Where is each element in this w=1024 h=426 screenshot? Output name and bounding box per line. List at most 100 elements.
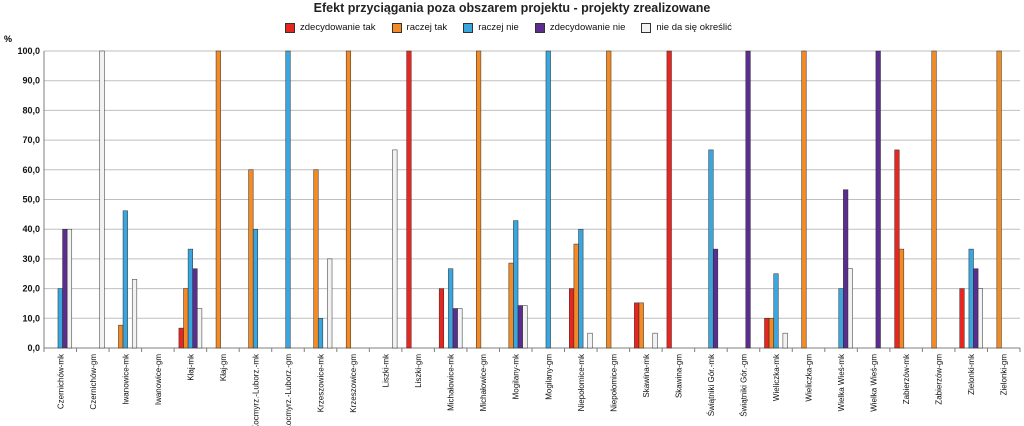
bar-raczej-tak-iwanowice-mk: [118, 324, 124, 349]
x-tick-label: Świątniki Gór.-gm: [739, 354, 748, 417]
bar-nie-da-sie-okreslic-zielonki-mk: [977, 288, 983, 349]
bar-zdecydowanie-nie-czernichow-mk: [62, 228, 68, 349]
x-tick-label: Zabierzów-gm: [935, 354, 944, 405]
bar-raczej-nie-czernichow-mk: [57, 288, 63, 349]
legend-swatch: [534, 22, 545, 33]
bar-raczej-nie-mogilany-gm: [545, 50, 551, 349]
x-tick-label: Krzeszowice-mk: [317, 353, 326, 412]
y-tick-label: 70,0: [22, 135, 40, 145]
chart-legend: zdecydowanie tak raczej tak raczej nie z…: [285, 22, 732, 33]
bar-raczej-tak-michalowice-gm: [476, 50, 482, 349]
x-tick-label: Kocmyrz.-Luborz.-gm: [284, 354, 293, 426]
bar-zdecydowanie-tak-zabierzow-mk: [894, 149, 900, 349]
bar-zdecydowanie-nie-swiatniki-gor-gm: [745, 50, 751, 349]
bar-raczej-tak-niepolomice-mk: [573, 243, 579, 349]
bar-raczej-nie-zielonki-mk: [968, 248, 974, 349]
legend-item-raczej-tak: raczej tak: [391, 22, 448, 33]
legend-label: raczej nie: [478, 22, 519, 33]
x-tick-label: Niepołomice-gm: [609, 354, 618, 412]
legend-item-raczej-nie: raczej nie: [463, 22, 519, 33]
chart-title: Efekt przyciągania poza obszarem projekt…: [313, 1, 711, 15]
bar-nie-da-sie-okreslic-wielka-wies-mk: [847, 268, 853, 349]
bar-raczej-tak-niepolomice-gm: [606, 50, 612, 349]
x-tick-label: Krzeszowice-gm: [349, 354, 358, 413]
legend-label: zdecydowanie tak: [300, 22, 376, 33]
bar-nie-da-sie-okreslic-michalowice-mk: [457, 308, 463, 349]
bar-nie-da-sie-okreslic-czernichow-mk: [66, 228, 73, 349]
x-tick-label: Skawina-gm: [674, 354, 683, 398]
x-tick-label: Liszki-mk: [382, 353, 391, 387]
bar-nie-da-sie-okreslic-skawina-mk: [652, 332, 658, 349]
bar-raczej-nie-mogilany-mk: [513, 220, 519, 349]
legend-swatch: [285, 22, 295, 33]
x-tick-label: Kłaj-gm: [219, 354, 228, 381]
x-tick-label: Czernichów-gm: [89, 354, 98, 410]
y-axis-unit: %: [4, 34, 13, 44]
x-tick-label: Skawina-mk: [642, 353, 651, 398]
x-tick-label: Kłaj-mk: [186, 353, 195, 381]
bar-nie-da-sie-okreslic-krzeszowice-mk: [327, 258, 333, 349]
x-tick-label: Iwanowice-mk: [121, 353, 130, 405]
y-tick-label: 40,0: [22, 224, 40, 234]
bar-nie-da-sie-okreslic-mogilany-mk: [522, 305, 528, 349]
bar-nie-da-sie-okreslic-iwanowice-mk: [131, 279, 138, 349]
bar-raczej-tak-mogilany-mk: [508, 262, 514, 349]
bar-raczej-nie-klaj-mk: [187, 248, 193, 349]
legend-item-zdecydowanie-nie: zdecydowanie nie: [534, 22, 626, 33]
bar-zdecydowanie-tak-skawina-gm: [666, 50, 672, 349]
bar-raczej-nie-swiatniki-gor-mk: [708, 149, 714, 349]
bar-raczej-tak-kocmyrz-luborz-mk: [248, 169, 254, 349]
y-tick-label: 30,0: [22, 254, 40, 264]
bar-zdecydowanie-nie-swiatniki-gor-mk: [712, 248, 719, 349]
bar-zdecydowanie-nie-wielka-wies-mk: [843, 189, 849, 349]
bar-zdecydowanie-nie-wielka-wies-gm: [875, 50, 881, 349]
bar-zdecydowanie-nie-zielonki-mk: [973, 268, 979, 349]
y-tick-label: 10,0: [22, 313, 40, 323]
bar-raczej-nie-krzeszowice-mk: [317, 318, 324, 349]
bar-raczej-nie-wieliczka-mk: [773, 273, 779, 349]
x-tick-label: Wieliczka-mk: [772, 353, 781, 401]
bar-raczej-tak-zabierzow-gm: [931, 50, 937, 349]
x-tick-label: Mogilany-mk: [512, 353, 521, 399]
bar-nie-da-sie-okreslic-wieliczka-mk: [782, 332, 788, 349]
bar-raczej-nie-michalowice-mk: [448, 268, 454, 349]
bar-raczej-nie-wielka-wies-mk: [838, 288, 844, 349]
y-tick-label: 90,0: [22, 76, 40, 86]
bar-zdecydowanie-tak-wieliczka-mk: [764, 318, 770, 349]
y-tick-label: 50,0: [22, 195, 40, 205]
legend-label: zdecydowanie nie: [549, 22, 626, 33]
bar-raczej-nie-kocmyrz-luborz-mk: [252, 228, 259, 349]
bar-nie-da-sie-okreslic-klaj-mk: [197, 308, 203, 349]
bar-zdecydowanie-tak-liszki-gm: [406, 50, 412, 349]
x-tick-label: Mogilany-gm: [544, 354, 553, 400]
x-tick-label: Kocmyrz.-Luborz.-mk: [251, 353, 260, 426]
bar-zdecydowanie-tak-skawina-mk: [634, 302, 640, 349]
bar-zdecydowanie-nie-michalowice-mk: [452, 308, 458, 349]
bar-raczej-tak-zabierzow-mk: [898, 248, 905, 349]
bar-raczej-tak-krzeszowice-gm: [345, 50, 352, 349]
bar-raczej-tak-zielonki-gm: [996, 50, 1002, 349]
legend-swatch: [391, 22, 402, 33]
bar-raczej-nie-niepolomice-mk: [578, 228, 584, 349]
bar-raczej-tak-krzeszowice-mk: [313, 169, 319, 349]
x-tick-label: Zielonki-gm: [1000, 354, 1009, 396]
bar-zdecydowanie-nie-klaj-mk: [192, 268, 198, 349]
x-tick-label: Świątniki Gór.-mk: [707, 353, 716, 416]
bar-nie-da-sie-okreslic-liszki-mk: [392, 149, 398, 349]
legend-label: nie da się określić: [656, 22, 732, 33]
bar-raczej-nie-iwanowice-mk: [122, 210, 128, 349]
x-tick-label: Liszki-gm: [414, 354, 423, 388]
x-tick-label: Zabierzów-mk: [902, 353, 911, 404]
legend-label: raczej tak: [406, 22, 448, 33]
bar-raczej-tak-wieliczka-mk: [768, 318, 774, 349]
bar-raczej-tak-klaj-gm: [215, 50, 221, 349]
bar-zdecydowanie-tak-klaj-mk: [178, 327, 184, 349]
x-tick-label: Iwanowice-gm: [154, 354, 163, 405]
bar-raczej-tak-wieliczka-gm: [801, 50, 807, 349]
bar-raczej-nie-kocmyrz-luborz-gm: [285, 50, 291, 349]
x-tick-label: Wieliczka-gm: [805, 354, 814, 402]
bar-zdecydowanie-nie-mogilany-mk: [517, 305, 523, 349]
y-tick-label: 60,0: [22, 165, 40, 175]
